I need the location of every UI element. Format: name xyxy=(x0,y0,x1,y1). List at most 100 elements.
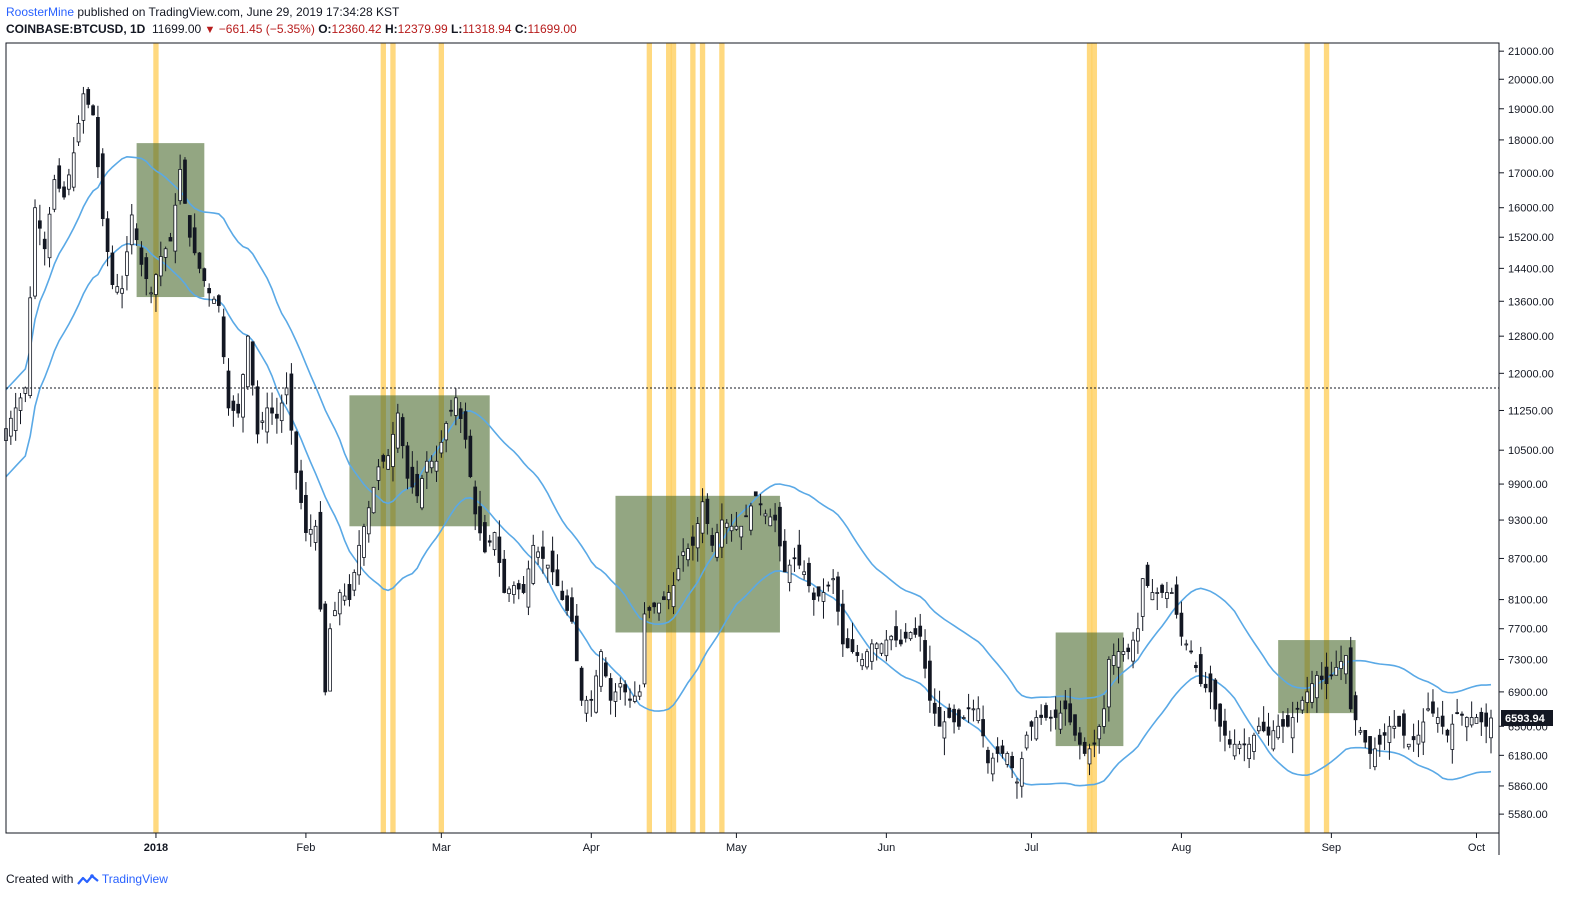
candle-body xyxy=(1121,651,1126,655)
candle-body xyxy=(526,568,531,608)
candle-body xyxy=(1450,723,1455,750)
candle-body xyxy=(328,628,332,692)
candle-body xyxy=(1189,650,1193,653)
x-tick-label: May xyxy=(726,842,747,854)
high-value: 12379.99 xyxy=(397,22,448,36)
candle-body xyxy=(1266,726,1271,736)
candle-body xyxy=(1058,712,1063,730)
y-tick-label: 9300.00 xyxy=(1508,515,1548,527)
candle-body xyxy=(840,603,845,645)
candle-body xyxy=(990,757,995,775)
candle-body xyxy=(1092,742,1097,745)
y-tick-label: 11250.00 xyxy=(1508,405,1553,417)
candle-body xyxy=(787,564,792,583)
candle-body xyxy=(478,506,482,534)
candle-body xyxy=(420,478,424,509)
candle-body xyxy=(695,523,700,549)
candle-body xyxy=(536,551,540,558)
candle-body xyxy=(139,247,144,265)
candle-body xyxy=(304,494,308,533)
candle-body xyxy=(265,407,270,433)
candle-body xyxy=(1479,711,1484,723)
candle-body xyxy=(231,400,236,411)
candle-body xyxy=(1353,695,1358,721)
candle-body xyxy=(845,638,850,649)
candle-body xyxy=(468,435,473,478)
candle-body xyxy=(855,652,860,656)
created-with-text: Created with xyxy=(6,872,74,886)
candle-body xyxy=(1097,726,1102,740)
candle-body xyxy=(197,252,202,269)
candle-body xyxy=(1160,584,1164,593)
candle-body xyxy=(594,675,598,713)
candle-body xyxy=(8,417,13,437)
candle-body xyxy=(1460,713,1464,716)
tradingview-brand[interactable]: TradingView xyxy=(101,872,168,886)
candle-body xyxy=(492,532,497,551)
y-tick-label: 5860.00 xyxy=(1508,781,1548,793)
candle-body xyxy=(623,684,628,693)
candle-body xyxy=(439,441,444,454)
candle-body xyxy=(1387,725,1392,743)
candle-body xyxy=(608,678,613,701)
candle-body xyxy=(183,159,187,204)
candle-body xyxy=(541,546,545,559)
candle-body xyxy=(1348,647,1353,710)
candle-body xyxy=(744,515,748,518)
candle-body xyxy=(81,93,86,121)
candle-body xyxy=(531,544,536,584)
candle-body xyxy=(642,613,647,685)
candle-body xyxy=(47,213,52,259)
price-chart[interactable]: 21000.00 20000.00 19000.00 18000.00 17000.00… xyxy=(0,0,1584,870)
axes-layer: 21000.00 20000.00 19000.00 18000.00 17000.00… xyxy=(5,42,1554,855)
candle-body xyxy=(1324,666,1329,685)
x-tick-label: Jun xyxy=(877,842,895,854)
candle-body xyxy=(584,699,589,714)
candle-body xyxy=(371,486,376,514)
ohlc-legend: COINBASE:BTCUSD, 1D 11699.00 ▼ −661.45 (… xyxy=(6,22,577,36)
candle-body xyxy=(38,220,42,229)
candle-body xyxy=(976,708,981,721)
candle-body xyxy=(1019,758,1024,787)
candle-body xyxy=(1402,713,1406,736)
candle-body xyxy=(1024,734,1029,749)
candle-body xyxy=(487,540,492,543)
candle-body xyxy=(284,387,289,396)
candle-body xyxy=(415,473,420,497)
candle-body xyxy=(28,297,33,396)
y-tick-label: 21000.00 xyxy=(1508,46,1554,58)
candle-body xyxy=(125,251,129,276)
candle-body xyxy=(134,228,139,241)
candle-body xyxy=(1329,674,1334,677)
highlight-band xyxy=(1086,43,1093,833)
candle-body xyxy=(1184,643,1189,646)
candle-body xyxy=(516,583,521,590)
candle-body xyxy=(289,373,294,431)
candle-body xyxy=(120,288,124,294)
candle-body xyxy=(1048,716,1053,719)
highlight-band xyxy=(1323,43,1330,833)
candle-body xyxy=(1082,741,1087,754)
candle-body xyxy=(918,625,923,637)
candle-body xyxy=(1145,564,1150,586)
candle-body xyxy=(1155,592,1160,594)
candle-body xyxy=(1295,707,1300,710)
candle-body xyxy=(555,569,560,587)
candle-body xyxy=(502,558,507,593)
candle-body xyxy=(1039,714,1043,718)
candle-body xyxy=(23,387,28,394)
candle-body xyxy=(1150,592,1155,601)
candle-body xyxy=(802,571,806,575)
candle-body xyxy=(216,295,221,306)
candle-body xyxy=(1000,745,1005,754)
highlight-band xyxy=(1304,43,1310,833)
moving-average-layer xyxy=(5,155,1492,787)
candle-body xyxy=(1111,655,1116,666)
symbol-label: COINBASE:BTCUSD, 1D xyxy=(6,22,146,36)
candle-body xyxy=(932,702,937,714)
publisher-username[interactable]: RoosterMine xyxy=(6,5,75,19)
candle-body xyxy=(758,503,763,506)
candle-body xyxy=(1102,708,1106,727)
candle-body xyxy=(173,204,178,252)
plot-frame xyxy=(5,42,1500,834)
